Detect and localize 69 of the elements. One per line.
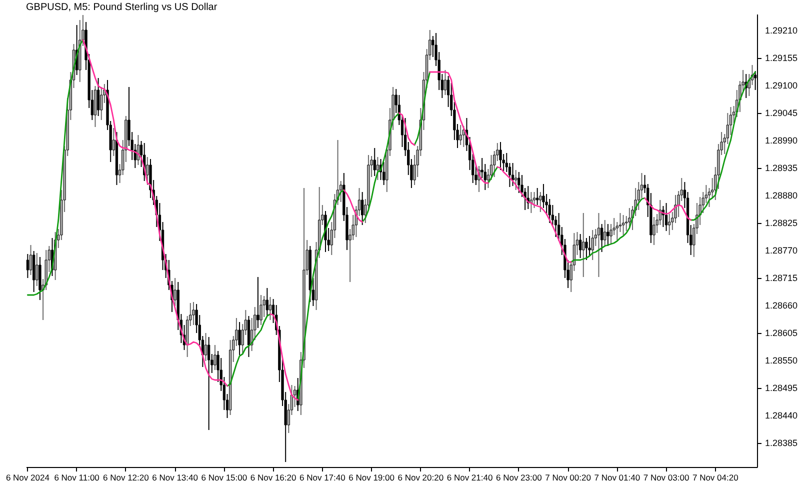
x-tick-label: 6 Nov 12:20: [103, 472, 150, 482]
x-tick-label: 6 Nov 17:40: [300, 472, 346, 482]
x-tick-label: 6 Nov 20:20: [398, 472, 444, 482]
candlestick: [588, 236, 591, 256]
y-tick-label: 1.28825: [765, 218, 798, 228]
candlestick: [373, 148, 376, 176]
y-tick-label: 1.28385: [765, 438, 798, 448]
x-tick-label: 6 Nov 13:40: [152, 472, 198, 482]
candlestick: [585, 238, 588, 260]
candlestick: [499, 142, 502, 170]
candlestick: [628, 208, 631, 228]
candlestick: [518, 172, 520, 194]
candlestick: [606, 224, 610, 246]
candlestick: [36, 252, 38, 286]
y-tick-label: 1.28660: [765, 300, 798, 310]
x-tick-label: 7 Nov 04:20: [692, 472, 739, 482]
candlestick: [208, 336, 210, 430]
y-tick-label: 1.28605: [765, 328, 798, 338]
y-tick-label: 1.29210: [765, 26, 798, 36]
candlestick: [444, 70, 447, 96]
candlestick: [268, 296, 272, 320]
candlestick: [361, 192, 364, 226]
candlestick: [96, 78, 100, 116]
x-tick-label: 6 Nov 11:00: [54, 472, 100, 482]
y-tick-label: 1.29045: [765, 108, 798, 118]
candlestick: [256, 276, 260, 328]
chart-title: GBPUSD, M5: Pound Sterling vs US Dollar: [26, 2, 218, 13]
y-tick-label: 1.29100: [765, 80, 798, 90]
candlestick: [214, 344, 216, 370]
y-tick-label: 1.28550: [765, 356, 798, 366]
candlestick: [536, 188, 539, 206]
x-tick-label: 7 Nov 03:00: [643, 472, 690, 482]
candlestick: [622, 214, 625, 236]
candlestick: [604, 220, 606, 246]
candlestick: [668, 214, 671, 236]
candlestick: [459, 124, 462, 146]
x-tick-label: 6 Nov 2024: [6, 472, 50, 482]
candlestick: [511, 162, 514, 186]
y-tick-label: 1.28715: [765, 273, 798, 283]
candlestick: [204, 332, 208, 362]
candlestick: [100, 86, 103, 120]
candlestick: [591, 230, 594, 260]
y-tick-label: 1.28935: [765, 163, 798, 173]
candlestick: [376, 156, 380, 180]
y-tick-label: 1.28880: [765, 190, 798, 200]
candlestick: [539, 192, 542, 212]
candlestick: [514, 170, 518, 190]
x-tick-label: 6 Nov 15:00: [201, 472, 248, 482]
x-tick-label: 6 Nov 16:20: [250, 472, 296, 482]
candlestick: [582, 212, 585, 278]
candlestick: [664, 202, 668, 232]
x-tick-label: 6 Nov 23:00: [496, 472, 542, 482]
x-tick-label: 6 Nov 19:00: [348, 472, 395, 482]
candlestick: [238, 322, 241, 356]
candlestick: [192, 302, 195, 326]
y-tick-label: 1.28770: [765, 246, 798, 256]
candlestick: [597, 212, 600, 278]
candlestick: [462, 126, 465, 148]
y-tick-label: 1.29155: [765, 53, 798, 63]
candlestick: [26, 254, 30, 278]
candlestick: [266, 288, 268, 316]
y-tick-label: 1.28440: [765, 410, 798, 420]
x-tick-label: 7 Nov 01:40: [594, 472, 640, 482]
y-tick-label: 1.28990: [765, 136, 798, 146]
x-tick-label: 7 Nov 00:20: [545, 472, 592, 482]
y-tick-label: 1.28495: [765, 383, 798, 393]
candlestick: [578, 234, 582, 258]
x-tick-label: 6 Nov 21:40: [446, 472, 493, 482]
candlestick: [600, 224, 604, 252]
